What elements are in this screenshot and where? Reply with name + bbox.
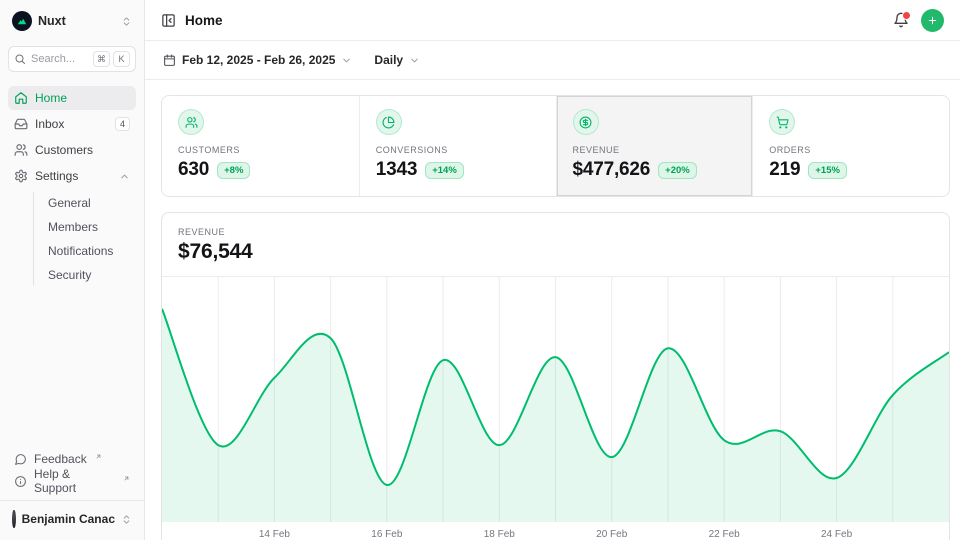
revenue-area-chart[interactable]	[162, 277, 949, 522]
kbd-cmd: ⌘	[93, 51, 110, 67]
chevrons-up-down-icon	[121, 16, 132, 27]
stat-revenue[interactable]: REVENUE $477,626 +20%	[556, 96, 753, 196]
chevrons-up-down-icon	[121, 514, 132, 525]
chart-metric-value: $76,544	[178, 240, 933, 264]
external-link-icon	[123, 475, 130, 482]
user-name: Benjamin Canac	[22, 512, 115, 526]
user-menu[interactable]: Benjamin Canac	[8, 501, 136, 530]
external-link-icon	[95, 453, 102, 460]
stat-value: 219	[769, 159, 800, 181]
stat-label: CUSTOMERS	[178, 145, 343, 155]
info-circle-icon	[14, 475, 27, 488]
workspace-switcher[interactable]: Nuxt	[8, 10, 136, 32]
subnav-label: Security	[48, 268, 91, 282]
cart-icon	[769, 109, 795, 135]
app-header: Home	[145, 0, 960, 41]
stat-delta-badge: +14%	[425, 162, 464, 179]
x-axis-label: 20 Feb	[596, 529, 627, 540]
notification-dot	[902, 11, 911, 20]
sidebar-item-settings[interactable]: Settings	[8, 164, 136, 188]
stat-value: $477,626	[573, 159, 651, 181]
feedback-label: Feedback	[34, 452, 87, 466]
workspace-name: Nuxt	[38, 14, 66, 28]
stat-label: ORDERS	[769, 145, 933, 155]
stat-conversions[interactable]: CONVERSIONS 1343 +14%	[359, 96, 556, 196]
sidebar-item-general[interactable]: General	[34, 192, 136, 214]
notifications-button[interactable]	[893, 12, 909, 28]
pie-chart-icon	[376, 109, 402, 135]
search-icon	[14, 53, 26, 65]
sidebar-item-notifications[interactable]: Notifications	[34, 240, 136, 262]
date-range-value: Feb 12, 2025 - Feb 26, 2025	[182, 53, 335, 67]
sidebar-item-label: Home	[35, 91, 67, 105]
users-icon	[178, 109, 204, 135]
avatar	[12, 510, 16, 528]
dashboard-content: CUSTOMERS 630 +8% CONVERSIONS 1343 +14%	[145, 80, 960, 540]
stat-label: REVENUE	[573, 145, 737, 155]
inbox-count-badge: 4	[115, 117, 130, 131]
stat-label: CONVERSIONS	[376, 145, 540, 155]
subnav-label: General	[48, 196, 91, 210]
settings-submenu: General Members Notifications Security	[33, 192, 136, 286]
help-support-link[interactable]: Help & Support	[8, 470, 136, 492]
home-icon	[14, 91, 28, 105]
chart-header: REVENUE $76,544	[162, 213, 949, 277]
subnav-label: Notifications	[48, 244, 113, 258]
x-axis: 14 Feb 16 Feb 18 Feb 20 Feb 22 Feb 24 Feb	[162, 522, 949, 540]
add-button[interactable]	[921, 9, 944, 32]
stat-customers[interactable]: CUSTOMERS 630 +8%	[162, 96, 359, 196]
filter-toolbar: Feb 12, 2025 - Feb 26, 2025 Daily	[145, 41, 960, 80]
page-title: Home	[185, 13, 223, 28]
chevron-down-icon	[409, 55, 420, 66]
stat-value: 630	[178, 159, 209, 181]
inbox-icon	[14, 117, 28, 131]
kbd-k: K	[113, 51, 130, 67]
sidebar-item-members[interactable]: Members	[34, 216, 136, 238]
help-support-label: Help & Support	[34, 467, 115, 495]
message-bubble-icon	[14, 453, 27, 466]
subnav-label: Members	[48, 220, 98, 234]
chart-canvas	[162, 277, 949, 522]
stat-delta-badge: +15%	[808, 162, 847, 179]
stat-delta-badge: +20%	[658, 162, 697, 179]
header-actions	[893, 9, 944, 32]
collapse-sidebar-button[interactable]	[161, 13, 176, 28]
sidebar-item-inbox[interactable]: Inbox 4	[8, 112, 136, 136]
stat-value: 1343	[376, 159, 417, 181]
date-range-picker[interactable]: Feb 12, 2025 - Feb 26, 2025	[157, 49, 358, 71]
stats-row: CUSTOMERS 630 +8% CONVERSIONS 1343 +14%	[161, 95, 950, 197]
nuxt-logo-icon	[12, 11, 32, 31]
dollar-circle-icon	[573, 109, 599, 135]
x-axis-label: 16 Feb	[371, 529, 402, 540]
sidebar-item-label: Settings	[35, 169, 78, 183]
chevron-down-icon	[341, 55, 352, 66]
search-input[interactable]: Search... ⌘ K	[8, 46, 136, 72]
users-icon	[14, 143, 28, 157]
plus-icon	[927, 14, 938, 27]
search-placeholder: Search...	[31, 53, 75, 65]
sidebar-item-customers[interactable]: Customers	[8, 138, 136, 162]
chevron-up-icon	[119, 171, 130, 182]
x-axis-label: 24 Feb	[821, 529, 852, 540]
revenue-chart-card: REVENUE $76,544 14 Feb 16 Feb 18 Feb 20 Feb…	[161, 212, 950, 540]
chart-metric-label: REVENUE	[178, 227, 933, 237]
sidebar-spacer	[8, 288, 136, 448]
sidebar-item-label: Inbox	[35, 117, 64, 131]
stat-orders[interactable]: ORDERS 219 +15%	[752, 96, 949, 196]
granularity-select[interactable]: Daily	[368, 49, 426, 71]
gear-icon	[14, 169, 28, 183]
search-shortcut: ⌘ K	[93, 51, 130, 67]
granularity-value: Daily	[374, 53, 403, 67]
sidebar-item-home[interactable]: Home	[8, 86, 136, 110]
sidebar-nav: Home Inbox 4 Customers Settings Genera	[8, 86, 136, 288]
x-axis-label: 18 Feb	[484, 529, 515, 540]
main-area: Home Feb 12, 2025 - Feb 26, 2025 Daily	[145, 0, 960, 540]
x-axis-label: 22 Feb	[709, 529, 740, 540]
stat-delta-badge: +8%	[217, 162, 250, 179]
x-axis-label: 14 Feb	[259, 529, 290, 540]
calendar-icon	[163, 54, 176, 67]
sidebar-item-security[interactable]: Security	[34, 264, 136, 286]
sidebar: Nuxt Search... ⌘ K Home Inbox 4	[0, 0, 145, 540]
sidebar-item-label: Customers	[35, 143, 93, 157]
